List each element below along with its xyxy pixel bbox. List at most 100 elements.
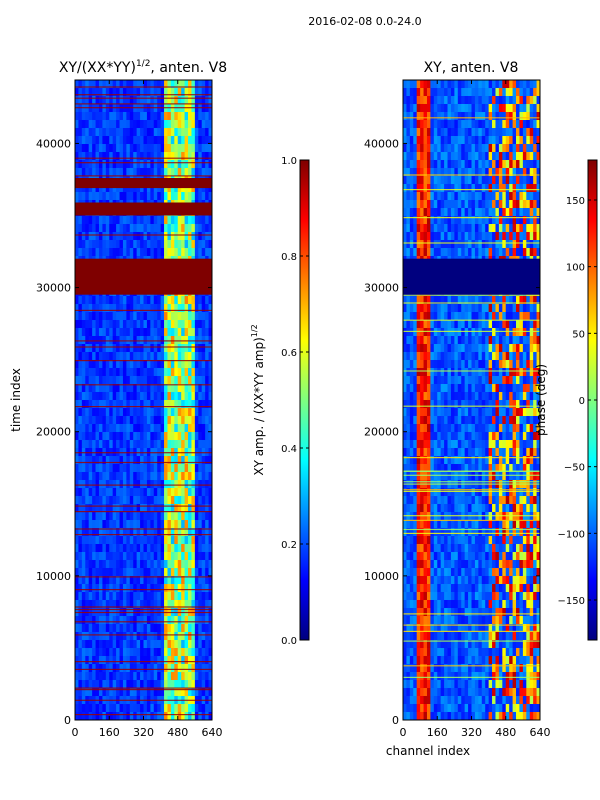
heatmap-cell [174, 304, 179, 313]
heatmap-cell [208, 688, 212, 697]
heatmap-cell [201, 392, 206, 401]
heatmap-cell [495, 152, 500, 161]
heatmap-cell [81, 336, 86, 345]
heatmap-cell [184, 488, 189, 497]
heatmap-cell [495, 240, 500, 249]
heatmap-cell [516, 328, 520, 337]
heatmap-cell [478, 120, 483, 129]
heatmap-cell [122, 584, 127, 593]
heatmap-cell [205, 352, 209, 361]
heatmap-cell [164, 520, 168, 529]
heatmap-cell [119, 584, 124, 593]
heatmap-cell [519, 136, 524, 145]
heatmap-cell [409, 384, 414, 393]
heatmap-cell [519, 384, 524, 393]
heatmap-cell [164, 248, 168, 257]
heatmap-cell [81, 344, 86, 353]
heatmap-cell [413, 368, 418, 377]
heatmap-cell [140, 416, 144, 425]
heatmap-cell [440, 192, 445, 201]
heatmap-cell [119, 416, 124, 425]
heatmap-cell [181, 328, 185, 337]
heatmap-cell [85, 328, 90, 337]
heatmap-cell [423, 328, 428, 337]
heatmap-cell [505, 376, 510, 385]
heatmap-cell [198, 312, 203, 321]
heatmap-cell [92, 536, 96, 545]
heatmap-cell [122, 560, 127, 569]
heatmap-cell [129, 632, 134, 641]
heatmap-cell [444, 392, 448, 401]
heatmap-cell [208, 536, 212, 545]
heatmap-cell [426, 336, 431, 345]
heatmap-cell [488, 336, 493, 345]
heatmap-cell [170, 632, 175, 641]
heatmap-cell [170, 440, 175, 449]
heatmap-cell [485, 152, 490, 161]
heatmap-cell [146, 528, 151, 537]
heatmap-cell [146, 128, 151, 137]
heatmap-cell [406, 112, 411, 121]
heatmap-cell [92, 568, 96, 577]
heatmap-cell [133, 504, 138, 513]
heatmap-cell [143, 112, 148, 121]
heatmap-cell [102, 96, 107, 105]
heatmap-cell [102, 376, 107, 385]
heatmap-cell [420, 312, 424, 321]
heatmap-cell [509, 168, 513, 177]
heatmap-cell [188, 88, 192, 97]
heatmap-cell [481, 296, 486, 305]
heatmap-cell [440, 224, 445, 233]
heatmap-cell [529, 152, 534, 161]
colorbar-tick-label: 0.6 [281, 348, 297, 359]
heatmap-cell [184, 392, 189, 401]
heatmap-cell [164, 432, 168, 441]
heatmap-cell [146, 88, 151, 97]
heatmap-cell [122, 232, 127, 241]
heatmap-cell [454, 376, 459, 385]
heatmap-cell [191, 656, 196, 665]
colorbar-tick-label: 1.0 [281, 156, 297, 167]
heatmap-cell [88, 488, 93, 497]
heatmap-cell [522, 112, 527, 121]
heatmap-cell [126, 360, 131, 369]
heatmap-cell [181, 488, 185, 497]
heatmap-cell [112, 600, 117, 609]
heatmap-cell [447, 128, 452, 137]
heatmap-cell [136, 336, 141, 345]
heatmap-cell [198, 488, 203, 497]
heatmap-cell [181, 216, 185, 225]
heatmap-cell [136, 488, 141, 497]
heatmap-cell [437, 408, 442, 417]
heatmap-cell [160, 528, 165, 537]
heatmap-cell [157, 416, 162, 425]
heatmap-cell [426, 112, 431, 121]
heatmap-cell [447, 176, 452, 185]
heatmap-cell [423, 216, 428, 225]
heatmap-cell [522, 408, 527, 417]
heatmap-cell [119, 464, 124, 473]
heatmap-cell [188, 576, 192, 585]
heatmap-cell [143, 504, 148, 513]
heatmap-cell [119, 440, 124, 449]
heatmap-cell [433, 80, 438, 89]
heatmap-cell [102, 440, 107, 449]
heatmap-cell [143, 480, 148, 489]
heatmap-cell [468, 312, 472, 321]
heatmap-cell [112, 640, 117, 649]
heatmap-cell [102, 496, 107, 505]
heatmap-cell [174, 184, 179, 193]
heatmap-cell [122, 456, 127, 465]
heatmap-cell [98, 248, 103, 257]
heatmap-cell [95, 400, 100, 409]
heatmap-cell [122, 216, 127, 225]
heatmap-cell [191, 568, 196, 577]
heatmap-cell [126, 96, 131, 105]
heatmap-cell [522, 376, 527, 385]
heatmap-cell [119, 144, 124, 153]
heatmap-cell [126, 672, 131, 681]
heatmap-cell [78, 576, 83, 585]
heatmap-cell [488, 392, 493, 401]
heatmap-cell [181, 136, 185, 145]
heatmap-cell [201, 672, 206, 681]
